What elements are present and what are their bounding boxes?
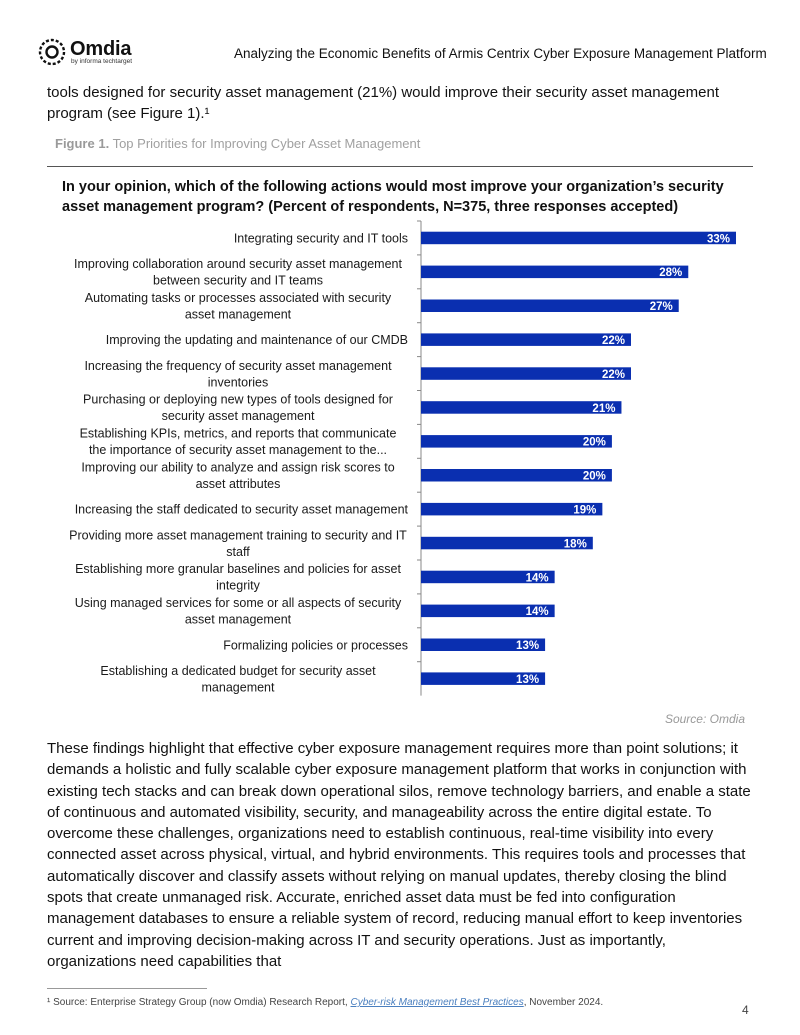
category-label: Improving the updating and maintenance o…: [106, 333, 408, 347]
survey-question: In your opinion, which of the following …: [62, 179, 724, 215]
category-label: staff: [226, 545, 250, 559]
category-label: asset attributes: [196, 477, 281, 491]
category-label: Increasing the frequency of security ass…: [84, 359, 392, 373]
category-label: Integrating security and IT tools: [234, 231, 408, 245]
category-label: the importance of security asset managem…: [89, 443, 387, 457]
footnote-link[interactable]: Cyber-risk Management Best Practices: [350, 997, 524, 1008]
bar: [421, 435, 612, 448]
omdia-logo: Omdia by informa techtarget: [38, 38, 148, 68]
figure-divider: [47, 166, 753, 167]
bar-value-label: 28%: [659, 267, 682, 279]
category-label: security asset management: [162, 409, 315, 423]
bar: [421, 502, 603, 516]
bar: [421, 367, 631, 380]
bar-value-label: 13%: [516, 640, 539, 652]
category-label: Improving our ability to analyze and ass…: [81, 461, 394, 475]
bar: [421, 604, 555, 618]
category-label: asset management: [185, 308, 292, 322]
category-label: inventories: [208, 375, 268, 389]
footnote-divider: [47, 988, 207, 989]
category-label: Increasing the staff dedicated to securi…: [75, 503, 409, 517]
bar-value-label: 33%: [707, 233, 730, 245]
bar-value-label: 14%: [526, 572, 549, 584]
footnote-suffix: , November 2024.: [523, 997, 604, 1008]
body-paragraph: These findings highlight that effective …: [47, 740, 751, 970]
bar: [421, 469, 612, 482]
logo-wordmark: Omdia: [70, 38, 132, 60]
bar: [421, 570, 555, 584]
category-label: Formalizing policies or processes: [223, 638, 408, 652]
footnote-marker: ¹: [47, 997, 51, 1008]
category-label: Purchasing or deploying new types of too…: [83, 393, 393, 407]
category-label: Establishing more granular baselines and…: [75, 562, 401, 576]
bar-value-label: 27%: [650, 301, 673, 313]
category-label: between security and IT teams: [153, 274, 323, 288]
category-label: asset management: [185, 613, 292, 627]
figure-source: Source: Omdia: [664, 712, 745, 726]
intro-paragraph: tools designed for security asset manage…: [47, 84, 719, 122]
figure-label: Figure 1.: [55, 136, 110, 151]
logo-tagline: by informa techtarget: [71, 58, 133, 65]
category-label: Automating tasks or processes associated…: [85, 291, 392, 305]
bar-value-label: 21%: [592, 403, 615, 415]
bar-value-label: 22%: [602, 369, 625, 381]
bar: [421, 536, 593, 550]
document-title: Analyzing the Economic Benefits of Armis…: [234, 46, 767, 61]
omdia-logo-icon: [38, 38, 66, 66]
category-label: Providing more asset management training…: [69, 528, 407, 542]
figure-caption: Figure 1. Top Priorities for Improving C…: [55, 136, 420, 151]
footnote-prefix: Source: Enterprise Strategy Group (now O…: [53, 997, 351, 1008]
footnote: ¹ Source: Enterprise Strategy Group (now…: [47, 997, 603, 1008]
bar-value-label: 18%: [564, 538, 587, 550]
bar-value-label: 20%: [583, 437, 606, 449]
bar-value-label: 14%: [526, 606, 549, 618]
bar-value-label: 13%: [516, 674, 539, 686]
bar: [421, 231, 736, 245]
bar: [421, 333, 631, 346]
bar: [421, 672, 546, 685]
category-label: Establishing KPIs, metrics, and reports …: [80, 427, 397, 441]
page-number: 4: [742, 1003, 749, 1017]
bar-value-label: 22%: [602, 335, 625, 347]
bar-value-label: 19%: [573, 504, 596, 516]
bar-value-label: 20%: [583, 471, 606, 483]
bar: [421, 401, 622, 414]
category-label: Improving collaboration around security …: [74, 257, 402, 271]
bar: [421, 638, 546, 651]
bar: [421, 299, 679, 312]
bar: [421, 265, 689, 279]
category-label: Establishing a dedicated budget for secu…: [100, 664, 376, 678]
category-label: Using managed services for some or all a…: [75, 596, 402, 610]
category-label: management: [202, 680, 275, 694]
figure-title: Top Priorities for Improving Cyber Asset…: [112, 136, 421, 151]
category-label: integrity: [216, 579, 261, 593]
